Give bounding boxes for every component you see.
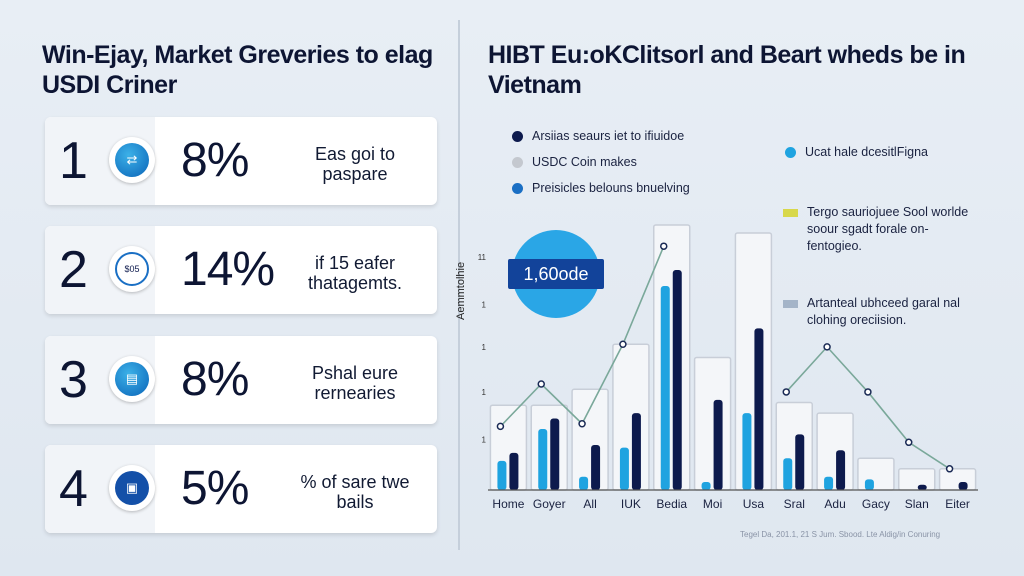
exchange-icon: ⇄ [109,137,155,183]
light-bar [619,447,629,490]
light-bar [538,429,548,490]
terminal-icon: ▣ [109,465,155,511]
rank: 2 [59,241,88,299]
y-axis-label: Aemmtolhie [455,261,467,320]
y-tick-label: 1 [482,388,487,397]
dark-bar [795,434,805,490]
legend-item: Artanteal ubhceed garal nal clohing orec… [783,295,973,329]
trend-point [496,422,505,431]
rank: 4 [59,460,88,518]
x-tick-label: Bedia [656,497,687,511]
divider [458,20,460,550]
legend-item: Preisicles belouns bnuelving [512,180,690,197]
outline-bar [693,356,732,491]
x-tick-label: Slan [905,497,929,511]
chart-title: HIBT Eu:oKClitsorl and Beart wheds be in… [488,41,966,99]
dark-bar [754,328,764,490]
outline-bar [653,224,691,491]
x-tick-label: All [583,497,596,511]
outline-bar [898,468,936,491]
percent: 5% [181,462,249,515]
light-bar [824,476,834,490]
trend-point [864,388,872,396]
x-tick-label: IUK [621,497,641,511]
outline-bar [530,404,568,491]
trend-point [537,380,545,388]
dark-bar [550,418,560,490]
y-tick-label: 1 [482,343,487,352]
stat-card-1: 1 ⇄ 8% Eas goi to paspare [45,117,437,205]
legend-label: Arsiias seaurs iet to ifiuidoe [532,129,685,143]
y-tick-label: 1 [482,436,487,445]
rank: 1 [59,132,88,190]
legend-item: Tergo sauriojuee Sool worlde soour sgadt… [783,204,973,255]
outline-bar [857,457,895,491]
outline-bar [734,232,773,491]
card-icon: $05 [109,246,155,292]
trend-point [823,343,831,351]
description: Eas goi to paspare [314,144,396,184]
highlight-badge-label: 1,60ode [508,259,604,289]
stat-card-3: 3 ▤ 8% Pshal eure rernearies [45,336,437,424]
x-tick-label: Moi [703,497,722,511]
legend-item: Ucat hale dcesitlFigna [785,144,928,161]
dark-bar [958,482,968,490]
light-bar [701,482,711,490]
trend-point [945,465,954,473]
outline-bar [571,388,609,491]
stat-card-4: 4 ▣ 5% % of sare twe bails [45,445,437,533]
dark-bar [672,270,682,490]
dark-bar [713,399,723,490]
percent: 8% [181,353,249,406]
light-bar [660,285,670,490]
x-tick-label: Adu [824,497,845,511]
description: % of sare twe bails [300,472,410,512]
outline-bar [775,401,813,491]
legend-label: Tergo sauriojuee Sool worlde soour sgadt… [807,205,969,253]
outline-bar [938,468,977,491]
dark-bar [631,413,641,490]
trend-point [660,242,668,250]
trend-point [619,340,627,348]
dark-bar [591,444,601,490]
x-tick-label: Home [492,497,524,511]
dark-bar [509,452,519,490]
light-bar [864,479,874,490]
dark-bar [917,484,927,490]
legend-item: Arsiias seaurs iet to ifiuidoe [512,128,684,145]
outline-bar [816,412,854,491]
wallet-icon: ▤ [109,356,155,402]
outline-bar [612,343,650,491]
trend-point [782,388,790,396]
x-tick-label: Eiter [945,497,970,511]
x-tick-label: Goyer [533,497,566,511]
percent: 14% [181,243,275,296]
description: Pshal eure rernearies [311,363,399,403]
source-footer: Tegel Da, 201.1, 21 S Jum. Sbood. Lte Al… [740,530,941,539]
legend-label: Ucat hale dcesitlFigna [805,145,928,159]
y-tick-label: 1 [482,301,487,310]
x-tick-label: Usa [743,497,765,511]
trend-point [905,438,913,447]
stat-card-2: 2 $05 14% if 15 eafer thatagemts. [45,226,437,314]
rank: 3 [59,351,88,409]
left-title: Win-Ejay, Market Greveries to elag USDI … [42,41,433,99]
light-bar [497,460,507,490]
light-bar [783,458,793,490]
trend-point [578,420,586,428]
x-tick-label: Sral [784,497,805,511]
legend-label: USDC Coin makes [532,155,637,169]
legend-label: Artanteal ubhceed garal nal clohing orec… [807,296,960,327]
y-tick-label: 11 [478,253,487,262]
dark-bar [836,450,846,490]
legend-item: USDC Coin makes [512,154,637,171]
description: if 15 eafer thatagemts. [307,253,403,293]
light-bar [742,413,752,490]
x-tick-label: Gacy [862,497,890,511]
percent: 8% [181,134,249,187]
legend-label: Preisicles belouns bnuelving [532,181,690,195]
light-bar [579,476,589,490]
